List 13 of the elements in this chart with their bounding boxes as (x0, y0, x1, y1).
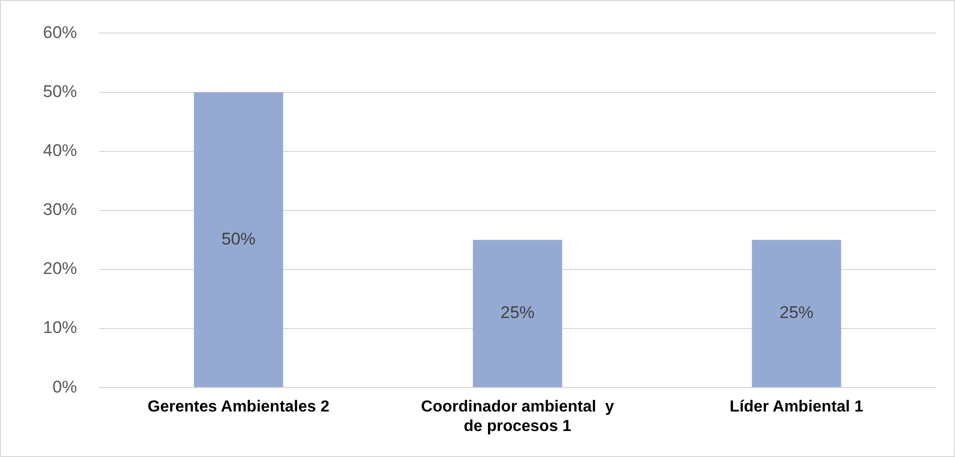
y-tick-label: 30% (42, 200, 78, 220)
y-tick-label: 40% (42, 141, 78, 160)
y-tick-label: 10% (42, 318, 78, 338)
y-tick-label: 0% (52, 377, 78, 396)
y-tick-label: 60% (42, 22, 78, 42)
data-label: 50% (222, 229, 256, 248)
data-label: 25% (779, 303, 814, 322)
x-tick-label: Gerentes Ambientales 2 (148, 398, 330, 416)
x-tick-label: Coordinador ambiental y de procesos 1 (421, 398, 614, 435)
y-tick-label: 20% (42, 259, 78, 278)
data-label: 25% (500, 303, 535, 322)
x-tick-label: Líder Ambiental 1 (730, 398, 864, 416)
y-tick-label: 50% (42, 82, 78, 101)
